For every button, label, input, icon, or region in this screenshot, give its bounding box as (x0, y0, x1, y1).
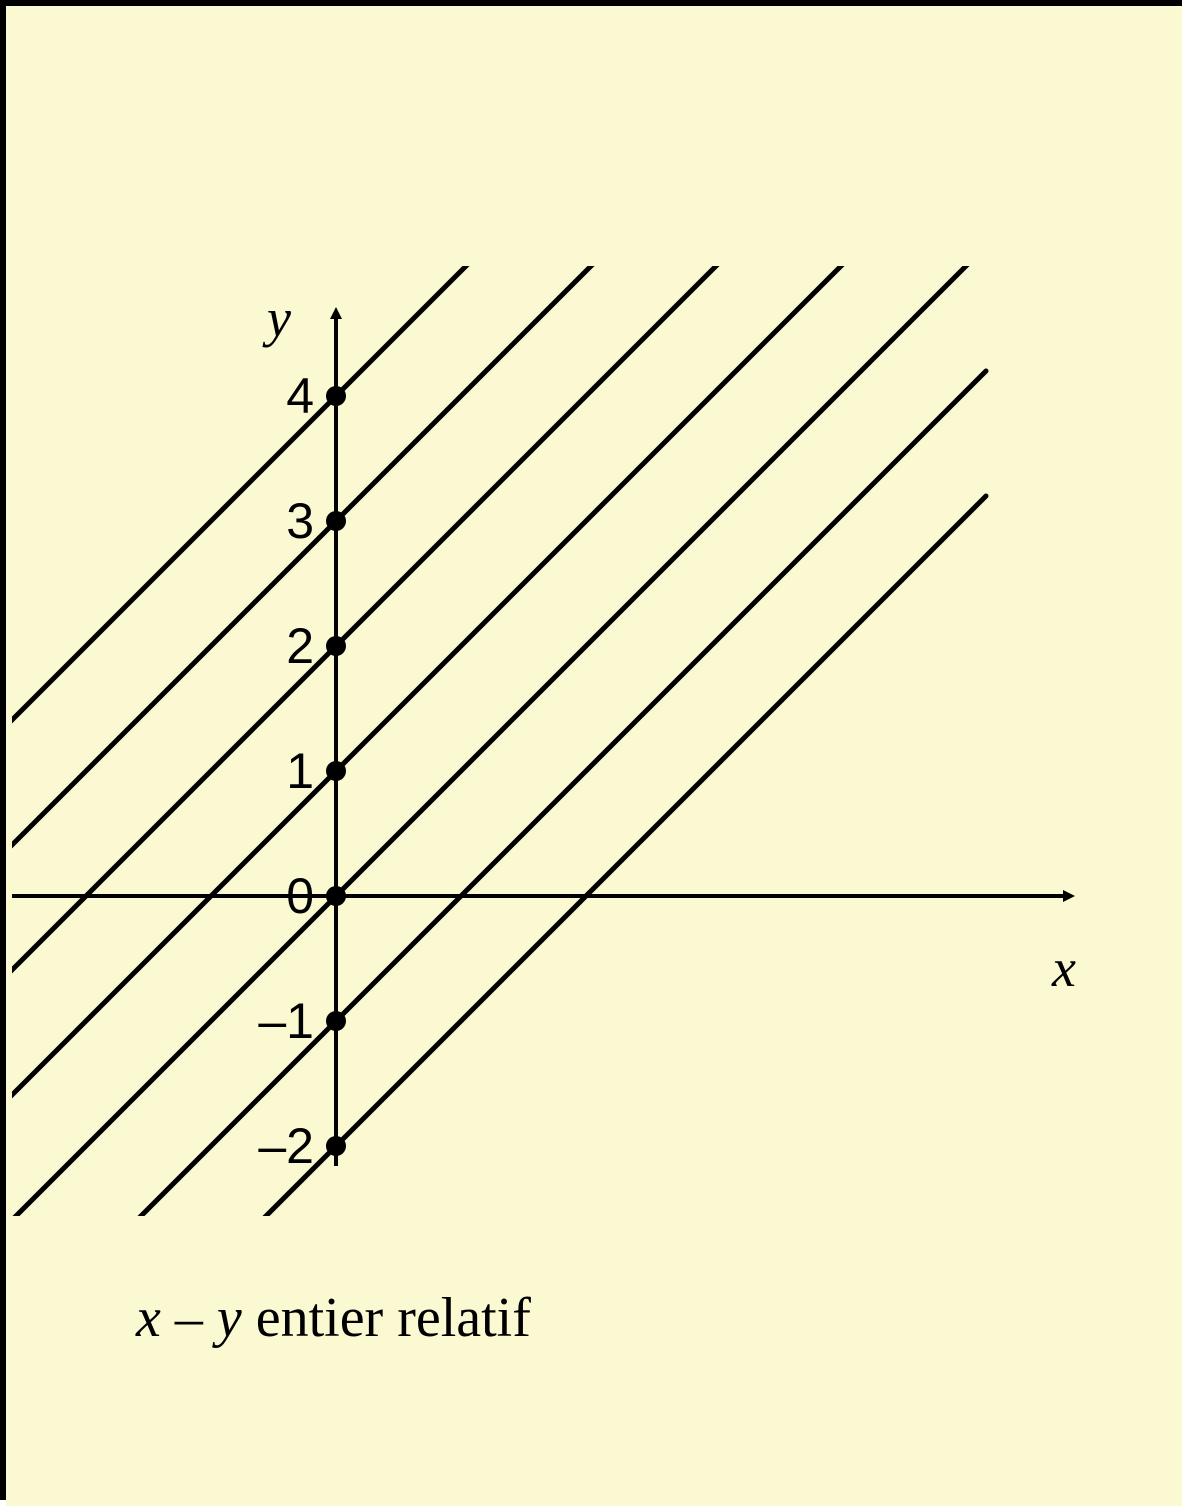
y-tick-label: 2 (286, 618, 314, 674)
y-tick-dot (326, 386, 346, 406)
caption-formula: x – y (135, 1287, 242, 1349)
y-tick-dot (326, 1136, 346, 1156)
y-tick-dot (326, 511, 346, 531)
coordinate-plane-chart: y x 4 3 2 1 0 –1 –2 x – y entier relatif (6, 6, 1182, 1506)
outer-frame: y x 4 3 2 1 0 –1 –2 x – y entier relatif (0, 0, 1182, 1500)
y-tick-label: 3 (286, 493, 314, 549)
y-tick-label: –2 (258, 1118, 314, 1174)
y-tick-dot (326, 886, 346, 906)
x-axis-label: x (1051, 938, 1076, 998)
caption-text: entier relatif (242, 1287, 532, 1349)
y-tick-label: 4 (286, 368, 314, 424)
chart-background (6, 6, 1182, 1506)
y-tick-label: 1 (286, 743, 314, 799)
caption: x – y entier relatif (135, 1287, 531, 1349)
y-tick-label: 0 (286, 868, 314, 924)
y-axis-label: y (262, 288, 291, 348)
y-tick-dot (326, 761, 346, 781)
y-tick-dot (326, 1011, 346, 1031)
y-tick-dot (326, 636, 346, 656)
y-tick-label: –1 (258, 993, 314, 1049)
